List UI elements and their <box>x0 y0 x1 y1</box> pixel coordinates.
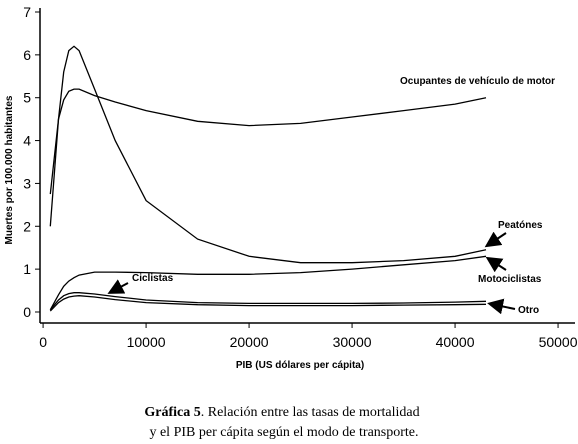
series-label: Peatónes <box>498 220 543 231</box>
series-line <box>49 295 487 312</box>
y-tick-label: 0 <box>23 304 31 320</box>
series-label: Ocupantes de vehículo de motor <box>400 76 555 87</box>
x-tick-label: 20000 <box>230 334 269 350</box>
y-tick-label: 5 <box>23 90 31 106</box>
x-tick-label: 30000 <box>333 334 372 350</box>
y-tick-label: 6 <box>23 47 31 63</box>
caption-text: y el PIB per cápita según el modo de tra… <box>149 425 418 440</box>
series-line <box>49 292 487 311</box>
series-label: Otro <box>518 305 539 316</box>
y-tick-label: 7 <box>23 4 31 20</box>
y-tick-label: 3 <box>23 175 31 191</box>
caption-text: . Relación entre las tasas de mortalidad <box>201 405 420 420</box>
y-tick-label: 4 <box>23 133 31 149</box>
label-arrow <box>484 231 507 248</box>
label-arrow <box>485 256 507 273</box>
caption: Gráfica 5. Relación entre las tasas de m… <box>144 405 419 420</box>
series-label: Ciclistas <box>132 273 174 284</box>
series-line <box>49 255 487 311</box>
y-axis-title: Muertes por 100.000 habitantes <box>4 95 15 244</box>
x-tick-label: 50000 <box>539 334 578 350</box>
x-tick-label: 10000 <box>127 334 166 350</box>
label-arrow <box>107 279 129 294</box>
y-tick-label: 1 <box>23 261 31 277</box>
caption-label: Gráfica 5 <box>144 405 200 420</box>
series-line <box>49 88 487 195</box>
x-tick-label: 0 <box>39 334 47 350</box>
series-line <box>49 45 487 264</box>
x-tick-label: 40000 <box>436 334 475 350</box>
series-label: Motociclistas <box>478 274 542 285</box>
y-tick-label: 2 <box>23 218 31 234</box>
label-arrow <box>487 298 516 315</box>
x-axis-title: PIB (US dólares per cápita) <box>236 360 364 371</box>
